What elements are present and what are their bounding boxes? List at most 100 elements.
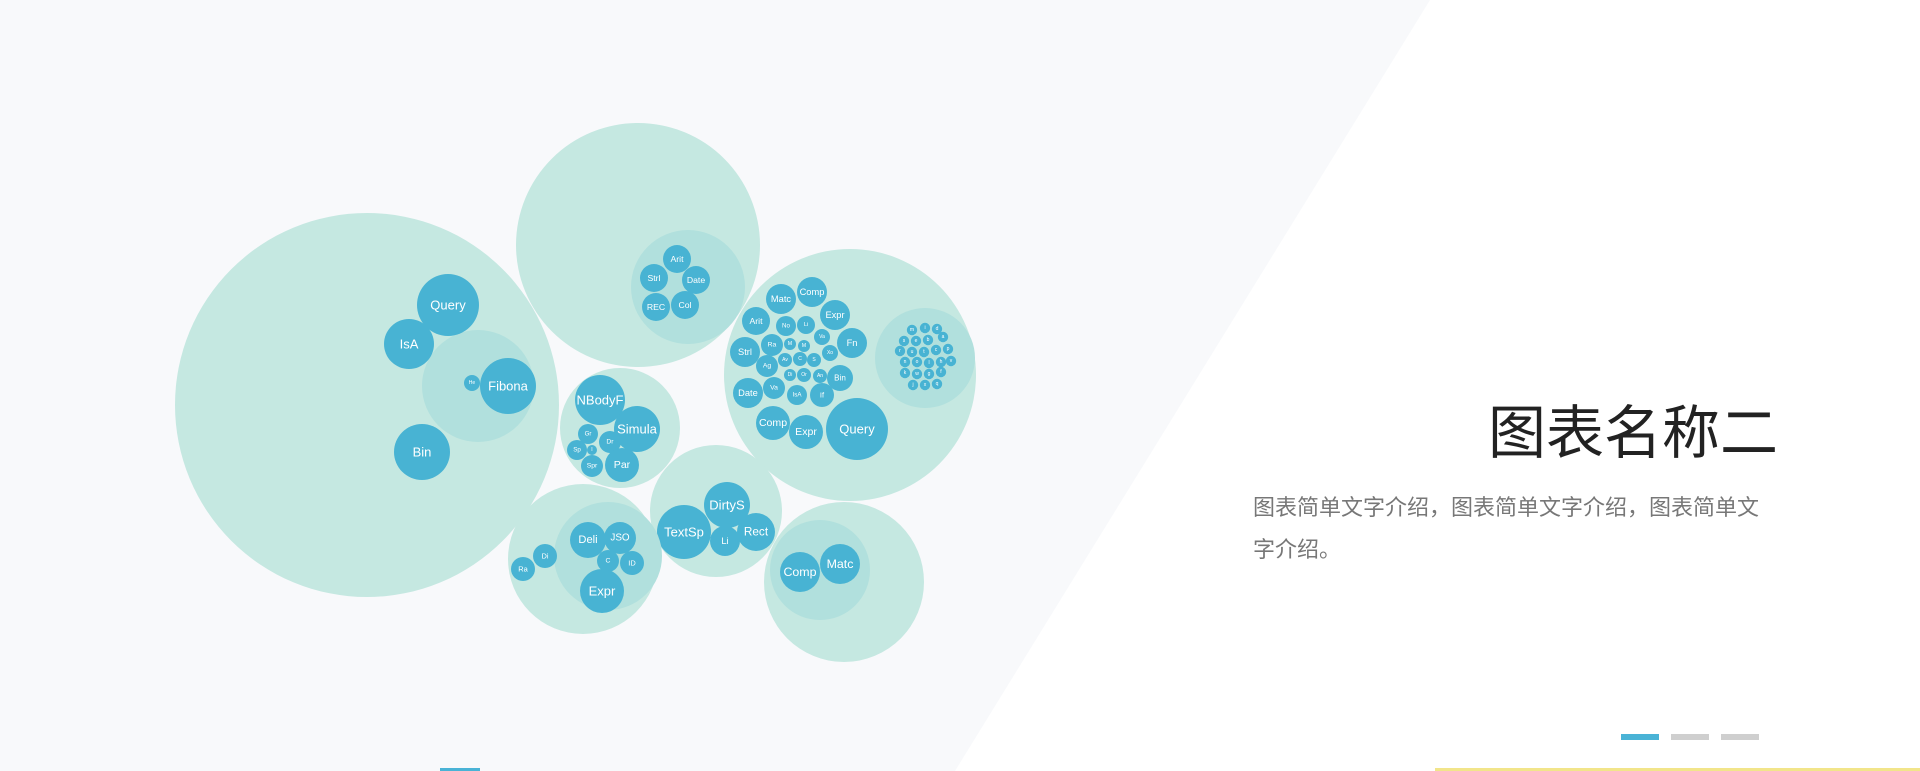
bubble-leaf	[820, 300, 850, 330]
bubble-leaf	[813, 369, 827, 383]
bubble-leaf-label: Ra	[768, 342, 777, 349]
bubble-leaf-label: Gr	[585, 431, 592, 438]
bubble-leaf-label: o	[916, 359, 919, 365]
bubble-leaf	[822, 345, 838, 361]
bubble-leaf-label: Bin	[834, 374, 846, 383]
bubble-leaf-label: Li	[804, 322, 808, 328]
bubble-leaf	[919, 379, 931, 391]
bubble-leaf-label: Or	[801, 372, 807, 378]
bubble-leaf	[575, 375, 625, 425]
bubble-leaf	[587, 445, 597, 455]
bubble-leaf-label: C	[606, 558, 611, 565]
bubble-leaf-label: He	[469, 380, 476, 386]
bubble-leaf	[810, 383, 834, 407]
bubble-leaf	[567, 440, 587, 460]
bubble-leaf	[784, 369, 796, 381]
bubble-leaf-label: c	[935, 347, 938, 353]
bubble-leaf-label: IsA	[400, 337, 419, 352]
bubble-leaf-label: Xo	[827, 350, 833, 356]
bubble-leaf-label: g	[928, 371, 931, 377]
bubble-leaf	[837, 328, 867, 358]
bubble-leaf-label: Expr	[825, 310, 844, 320]
bubble-leaf	[704, 482, 750, 528]
bubble-leaf-label: Sp	[573, 447, 581, 454]
bubble-leaf-label: m	[910, 327, 914, 333]
bubble-leaf-label: p	[947, 346, 950, 352]
bubble-leaf	[464, 375, 480, 391]
bubble-leaf	[797, 277, 827, 307]
bubble-leaf	[898, 335, 910, 347]
bubble-leaf-label: s	[903, 338, 906, 344]
bubble-leaf	[910, 335, 922, 347]
bubble-leaf-label: Va	[770, 385, 778, 392]
bubble-leaf-label: ID	[628, 559, 636, 568]
bubble-leaf	[597, 550, 619, 572]
bubble-leaf	[657, 505, 711, 559]
bubble-leaf-label: Date	[738, 388, 758, 398]
bubble-leaf-label: Ra	[518, 565, 528, 574]
bubble-leaf	[797, 316, 815, 334]
bubble-leaf	[756, 406, 790, 440]
bubble-leaf-label: REC	[647, 302, 665, 312]
bubble-leaf	[763, 377, 785, 399]
bubble-leaf-label: Date	[687, 275, 705, 285]
bubble-leaf	[384, 319, 434, 369]
slide-description: 图表简单文字介绍，图表简单文字介绍，图表简单文字介绍。	[1253, 496, 1760, 563]
pager-dot-2[interactable]	[1671, 734, 1709, 740]
pager-dot-1[interactable]	[1621, 734, 1659, 740]
bubble-leaf-label: k	[904, 370, 907, 376]
bubble-leaf-label: l	[928, 360, 929, 366]
bubble-leaf	[671, 291, 699, 319]
bubble-leaf-label: If	[820, 391, 825, 400]
bubble-leaf	[911, 356, 923, 368]
bubble-leaf-label: Fn	[847, 338, 858, 348]
bubble-leaf	[935, 366, 947, 378]
bubble-leaf-label: An	[817, 373, 823, 379]
bubble-leaf-label: TextSp	[664, 525, 704, 540]
bubble-leaf	[931, 323, 943, 335]
bubble-leaf	[761, 334, 783, 356]
bubble-leaf	[614, 406, 660, 452]
bubble-leaf-label: Bin	[413, 445, 432, 460]
bubble-leaf-label: Comp	[783, 565, 816, 579]
bubble-leaf-label: n	[904, 359, 907, 365]
bubble-leaf-label: Di	[541, 552, 548, 561]
bubble-leaf-label: NBodyF	[577, 393, 624, 408]
bubble-leaf	[394, 424, 450, 480]
bubble-leaf-label: DirtyS	[709, 498, 745, 513]
bubble-leaf-label: IsA	[793, 392, 803, 399]
bubble-leaf	[942, 343, 954, 355]
bubble-leaf	[798, 340, 810, 352]
bubble-leaf	[797, 368, 811, 382]
bubble-leaf	[906, 346, 918, 358]
bubble-leaf-label: w	[915, 371, 919, 377]
bubble-leaf-label: M	[802, 343, 806, 349]
pager-dot-3[interactable]	[1721, 734, 1759, 740]
bubble-leaf-label: Matc	[827, 557, 854, 571]
bubble-leaf-label: Dr	[606, 439, 614, 446]
bubble-leaf	[533, 544, 557, 568]
bubble-leaf	[570, 522, 606, 558]
bubble-leaf-label: Di	[788, 372, 793, 378]
bubble-leaf	[945, 355, 957, 367]
bubble-leaf	[620, 551, 644, 575]
bubble-leaf-label: Arit	[749, 316, 763, 326]
bubble-leaf-label: v	[950, 358, 953, 364]
bubble-leaf	[911, 368, 923, 380]
bubble-leaf	[814, 329, 830, 345]
bubble-leaf	[511, 557, 535, 581]
slide-pager	[1621, 734, 1759, 740]
bubble-leaf	[417, 274, 479, 336]
bubble-leaf	[918, 346, 930, 358]
bubble-leaf-label: Fibona	[488, 379, 529, 394]
bubble-leaf-label: u	[911, 349, 914, 355]
bubble-leaf	[789, 415, 823, 449]
bubble-leaf	[766, 284, 796, 314]
bottom-accent-bar	[1435, 768, 1920, 771]
bubble-leaf-label: Rect	[744, 526, 769, 539]
bubble-leaf	[787, 385, 807, 405]
bubble-leaf-label: Strl	[738, 347, 752, 357]
bubble-leaf-label: Matc	[771, 294, 791, 304]
bubble-leaf-label: Expr	[589, 584, 616, 599]
